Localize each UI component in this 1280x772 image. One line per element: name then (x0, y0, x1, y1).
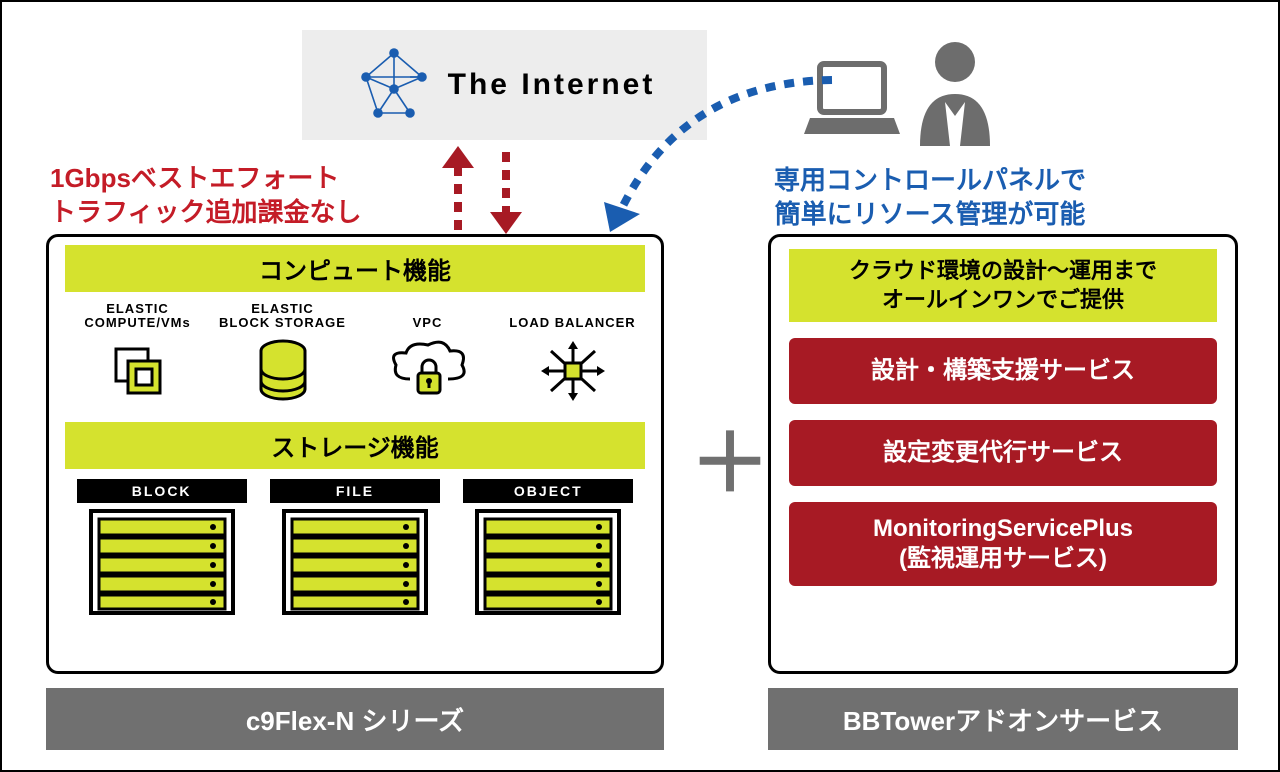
storage-row: BLOCK FILE (65, 479, 645, 622)
right-yellow-info: クラウド環境の設計～運用まで オールインワンでご提供 (789, 249, 1217, 322)
service-button-change: 設定変更代行サービス (789, 420, 1217, 486)
compute-item-vms: ELASTIC COMPUTE/VMs (68, 302, 208, 408)
compute-item-vpc: VPC (358, 302, 498, 408)
compute-header: コンピュート機能 (65, 245, 645, 292)
person-icon (910, 36, 1000, 146)
server-icon (87, 507, 237, 617)
storage-item-block: BLOCK (77, 479, 247, 622)
server-icon (473, 507, 623, 617)
left-callout-line1: 1Gbpsベストエフォート (50, 162, 361, 196)
compute-label: VPC (358, 302, 498, 331)
compute-item-storage: ELASTIC BLOCK STORAGE (213, 302, 353, 408)
service-button-monitoring: MonitoringServicePlus (監視運用サービス) (789, 502, 1217, 586)
plus-symbol: ＋ (690, 424, 770, 504)
compute-row: ELASTIC COMPUTE/VMs ELASTIC BLOCK STORAG… (65, 302, 645, 408)
compute-label: ELASTIC BLOCK STORAGE (213, 302, 353, 331)
right-footer-bar: BBTowerアドオンサービス (768, 688, 1238, 750)
db-icon (256, 339, 310, 403)
left-footer-bar: c9Flex-N シリーズ (46, 688, 664, 750)
lb-icon (537, 339, 609, 403)
traffic-arrows (422, 142, 542, 236)
left-panel: コンピュート機能 ELASTIC COMPUTE/VMs ELASTIC BLO… (46, 234, 664, 674)
storage-cap: FILE (270, 479, 440, 503)
vms-icon (106, 339, 170, 403)
service-button-design: 設計・構築支援サービス (789, 338, 1217, 404)
storage-cap: BLOCK (77, 479, 247, 503)
left-callout: 1Gbpsベストエフォート トラフィック追加課金なし (50, 162, 361, 230)
network-icon (354, 45, 434, 125)
yellow-info-line1: クラウド環境の設計～運用まで (793, 257, 1213, 286)
storage-item-file: FILE (270, 479, 440, 622)
left-callout-line2: トラフィック追加課金なし (50, 196, 361, 230)
yellow-info-line2: オールインワンでご提供 (793, 286, 1213, 315)
storage-item-object: OBJECT (463, 479, 633, 622)
compute-item-lb: LOAD BALANCER (503, 302, 643, 408)
compute-label: LOAD BALANCER (503, 302, 643, 331)
right-panel: クラウド環境の設計～運用まで オールインワンでご提供 設計・構築支援サービス 設… (768, 234, 1238, 674)
control-panel-link (602, 72, 852, 242)
compute-label: ELASTIC COMPUTE/VMs (68, 302, 208, 331)
storage-cap: OBJECT (463, 479, 633, 503)
storage-header: ストレージ機能 (65, 422, 645, 469)
vpc-icon (388, 339, 468, 403)
server-icon (280, 507, 430, 617)
